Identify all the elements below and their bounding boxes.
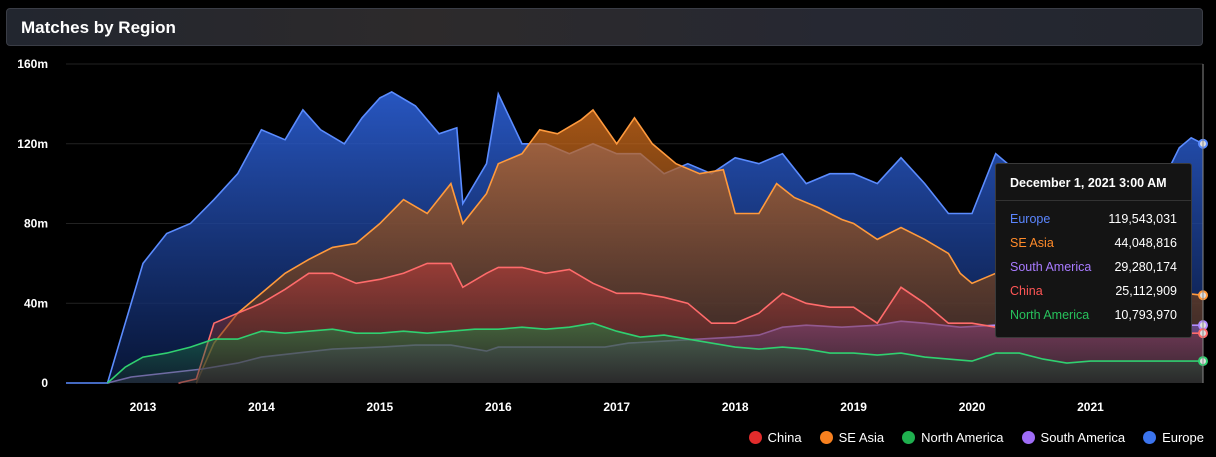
legend-item-china[interactable]: China	[748, 430, 802, 445]
area-north-america	[107, 323, 1203, 383]
legend-dot-icon	[902, 431, 916, 444]
line-north-america	[106, 322, 1203, 384]
y-tick-label: 160m	[17, 57, 48, 71]
legend-label: SE Asia	[838, 430, 885, 445]
x-tick-label: 2014	[248, 400, 275, 414]
tooltip-series-name: SE Asia	[1010, 236, 1054, 250]
page-title: Matches by Region	[21, 18, 176, 37]
tooltip-row: China 25,112,909	[1010, 279, 1177, 303]
tooltip-series-value: 29,280,174	[1114, 260, 1177, 274]
tooltip-row: Europe 119,543,031	[1010, 207, 1177, 231]
x-tick-label: 2013	[130, 400, 157, 414]
legend-item-europe[interactable]: Europe	[1143, 430, 1204, 445]
line-china	[178, 262, 1203, 384]
x-tick-label: 2017	[603, 400, 630, 414]
x-tick-label: 2015	[367, 400, 394, 414]
tooltip-series-name: China	[1010, 284, 1043, 298]
legend-item-se-asia[interactable]: SE Asia	[819, 430, 885, 445]
tooltip-row: North America 10,793,970	[1010, 303, 1177, 327]
legend-dot-icon	[748, 431, 762, 444]
chart-legend: China SE Asia North America South America Eu…	[748, 430, 1204, 445]
tooltip-series-value: 10,793,970	[1114, 308, 1177, 322]
legend-dot-icon	[1143, 431, 1157, 444]
tooltip-series-value: 119,543,031	[1108, 212, 1177, 226]
tooltip-row: SE Asia 44,048,816	[1010, 231, 1177, 255]
legend-label: North America	[921, 430, 1004, 445]
legend-label: China	[767, 430, 802, 445]
tooltip-series-name: South America	[1010, 260, 1092, 274]
tooltip-series-value: 44,048,816	[1114, 236, 1177, 250]
y-tick-label: 0	[41, 376, 48, 390]
legend-label: Europe	[1162, 430, 1204, 445]
legend-dot-icon	[1021, 431, 1035, 444]
x-tick-label: 2019	[840, 400, 867, 414]
x-tick-label: 2020	[959, 400, 986, 414]
tooltip-date: December 1, 2021 3:00 AM	[996, 164, 1191, 201]
tooltip-row: South America 29,280,174	[1010, 255, 1177, 279]
y-tick-label: 80m	[24, 217, 48, 231]
tooltip-series-value: 25,112,909	[1115, 284, 1177, 298]
legend-label: South America	[1040, 430, 1126, 445]
x-tick-label: 2021	[1077, 400, 1104, 414]
chart-header: Matches by Region	[6, 8, 1203, 46]
chart-tooltip: December 1, 2021 3:00 AM Europe 119,543,0…	[995, 163, 1192, 338]
x-tick-label: 2016	[485, 400, 512, 414]
y-tick-label: 40m	[24, 296, 48, 310]
y-tick-label: 120m	[17, 137, 48, 151]
legend-dot-icon	[819, 431, 833, 444]
tooltip-series-name: Europe	[1010, 212, 1051, 226]
tooltip-rows: Europe 119,543,031 SE Asia 44,048,816 South …	[996, 201, 1191, 333]
x-tick-label: 2018	[722, 400, 749, 414]
legend-item-south-america[interactable]: South America	[1021, 430, 1126, 445]
legend-item-north-america[interactable]: North America	[902, 430, 1004, 445]
tooltip-series-name: North America	[1010, 308, 1090, 322]
